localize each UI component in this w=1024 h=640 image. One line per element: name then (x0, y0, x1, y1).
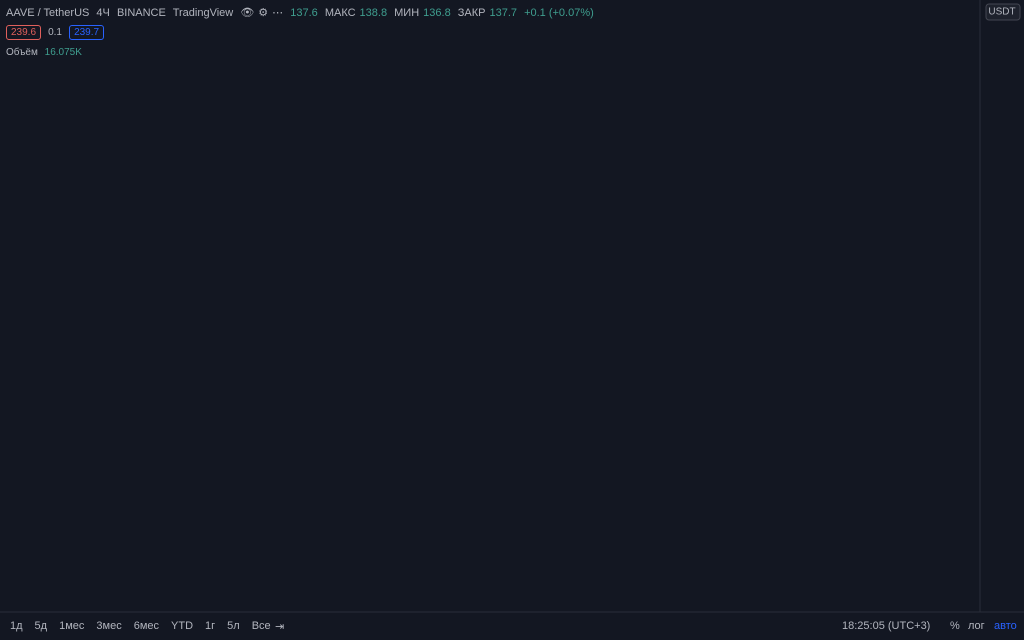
range-button[interactable]: 5д (34, 620, 48, 632)
legend-row: AAVE / TetherUS 4Ч BINANCE TradingView 👁… (6, 6, 598, 19)
range-button[interactable]: 3мес (96, 620, 122, 632)
volume-legend: Объём 16.075K (6, 47, 86, 58)
close-label: ЗАКР (457, 7, 486, 19)
close: 137.7 (489, 7, 518, 19)
range-button[interactable]: 1д (10, 620, 23, 632)
sell-button[interactable]: 239.6 (6, 25, 42, 40)
log-button[interactable]: лог (968, 620, 985, 632)
percent-button[interactable]: % (950, 620, 960, 632)
volume-value: 16.075K (44, 47, 82, 58)
range-button[interactable]: 6мес (133, 620, 160, 632)
open: 137.6 (290, 7, 318, 19)
source: TradingView (172, 7, 234, 19)
range-button[interactable]: 1г (205, 620, 216, 632)
trade-row: 239.6 0.1 239.7 (6, 25, 108, 40)
low: 136.8 (423, 7, 451, 19)
price-axis-bg (980, 0, 1024, 612)
high: 138.8 (359, 7, 388, 19)
more-icon[interactable]: ⋯ (272, 7, 284, 19)
low-label: МИН (394, 7, 420, 19)
range-button[interactable]: Все (251, 620, 271, 632)
range-bar: 1д 5д 1мес 3мес 6мес YTD 1г 5л Все (10, 620, 283, 632)
range-button[interactable]: YTD (171, 620, 194, 632)
exchange: BINANCE (116, 7, 166, 19)
currency: USDT (988, 7, 1015, 18)
auto-button[interactable]: авто (994, 620, 1017, 632)
eye-icon[interactable]: 👁 (240, 7, 255, 19)
range-button[interactable]: 5л (227, 620, 240, 632)
date-range-icon[interactable]: ⇥ (275, 621, 285, 633)
range-button[interactable]: 1мес (59, 620, 85, 632)
gear-icon[interactable]: ⚙ (258, 7, 269, 19)
buy-button[interactable]: 239.7 (69, 25, 105, 40)
spread: 0.1 (48, 27, 62, 38)
clock: 18:25:05 (UTC+3) (842, 620, 931, 632)
change: +0.1 (+0.07%) (524, 7, 594, 19)
currency-button[interactable] (985, 3, 1021, 21)
symbol: AAVE / TetherUS (6, 7, 90, 19)
interval: 4Ч (96, 7, 110, 19)
volume-label: Объём (6, 47, 38, 58)
high-label: МАКС (324, 7, 356, 19)
